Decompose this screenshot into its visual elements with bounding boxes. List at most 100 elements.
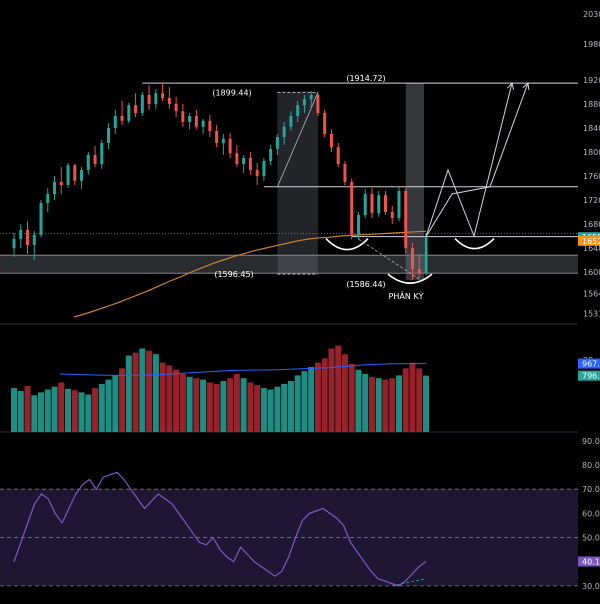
volume-panel [11, 345, 429, 432]
volume-bar [382, 379, 389, 432]
divergence-arc [387, 273, 433, 284]
volume-bar [335, 345, 342, 432]
annotation-1899: (1899.44) [212, 88, 251, 97]
volume-ma-line [59, 363, 426, 376]
volume-bar [58, 382, 65, 432]
candle [397, 191, 401, 218]
candle [208, 120, 212, 131]
candle [404, 191, 408, 248]
candle [242, 158, 246, 164]
candle [289, 116, 293, 127]
candle [269, 149, 273, 161]
candle [188, 116, 192, 122]
candle [383, 195, 387, 212]
candle [100, 143, 104, 164]
candle [120, 116, 124, 121]
volume-bar [193, 378, 200, 432]
candle [19, 230, 23, 239]
candle [46, 194, 50, 203]
volume-bar [200, 379, 207, 432]
candle [181, 111, 185, 122]
annotation-1596: (1596.45) [214, 270, 253, 279]
volume-bar [375, 378, 382, 432]
candle [336, 147, 340, 164]
candle [235, 153, 239, 164]
volume-bar [368, 376, 375, 432]
candle [107, 128, 111, 143]
projection-path-2 [425, 82, 529, 237]
candle [73, 165, 77, 181]
price-tick-label: 1720 [583, 196, 600, 205]
projection-path-1 [425, 82, 513, 238]
price-tick-label: 1800 [583, 148, 600, 157]
candle [424, 237, 428, 274]
candle [66, 165, 70, 185]
candle [140, 95, 144, 113]
candle [363, 194, 367, 215]
rsi-divergence-line [391, 578, 427, 587]
candle [215, 131, 219, 143]
volume-bar [44, 389, 51, 432]
candle [302, 99, 306, 106]
volume-bar [287, 381, 294, 432]
rsi-tick-label: 90.00 [582, 437, 600, 446]
price-tick-label: 1880 [583, 100, 600, 109]
price-tick-label: 1920 [583, 76, 600, 85]
candle [417, 269, 421, 274]
volume-bar [389, 378, 396, 432]
cup-arc-right [454, 238, 495, 250]
candle [296, 105, 300, 116]
candle [329, 134, 333, 148]
volume-bar [274, 386, 281, 432]
volume-bar [341, 354, 348, 432]
volume-badge [578, 358, 600, 369]
volume-bar [125, 355, 132, 432]
annotation-1914: (1914.72) [346, 74, 385, 83]
rsi-badge [578, 556, 600, 567]
candle [113, 116, 117, 128]
candle [316, 95, 320, 113]
price-tick-label: 1680 [583, 220, 600, 229]
candle [262, 161, 266, 176]
candle [80, 170, 84, 181]
volume-bar [308, 366, 315, 432]
candle [356, 215, 360, 235]
volume-bar [267, 389, 274, 432]
candle [39, 203, 43, 235]
candle [221, 138, 225, 143]
price-tick-label: 1980 [583, 40, 600, 49]
candle [228, 138, 232, 154]
rsi-tick-label: 80.00 [582, 461, 600, 470]
candle [370, 194, 374, 214]
volume-bar [179, 373, 186, 432]
divergence-label: PHÂN KỲ [389, 290, 424, 301]
candle [154, 93, 158, 104]
candle [59, 182, 63, 185]
volume-bar [294, 375, 301, 432]
candle [390, 212, 394, 218]
volume-badge-label: 796. [582, 372, 600, 381]
volume-bar [240, 378, 247, 432]
candle [127, 105, 131, 121]
rsi-badge-label: 40.1 [582, 557, 600, 566]
candle [248, 158, 252, 170]
volume-bar [416, 368, 423, 432]
candle [350, 182, 354, 235]
volume-bar [301, 371, 308, 432]
volume-bar [11, 388, 17, 432]
candle [167, 98, 171, 104]
candle [275, 137, 279, 149]
volume-bar [38, 392, 45, 432]
price-panel: (1899.44) (1914.72) (1596.45) (1586.44) PHÂN… [0, 74, 578, 318]
projection-arrowhead [522, 81, 530, 91]
candle [282, 126, 286, 137]
volume-bar [254, 385, 261, 432]
price-tick-label: 1600 [583, 268, 600, 277]
volume-bar [78, 392, 85, 432]
volume-bar [51, 386, 58, 432]
volume-bar [355, 369, 362, 432]
volume-bar [105, 379, 112, 432]
